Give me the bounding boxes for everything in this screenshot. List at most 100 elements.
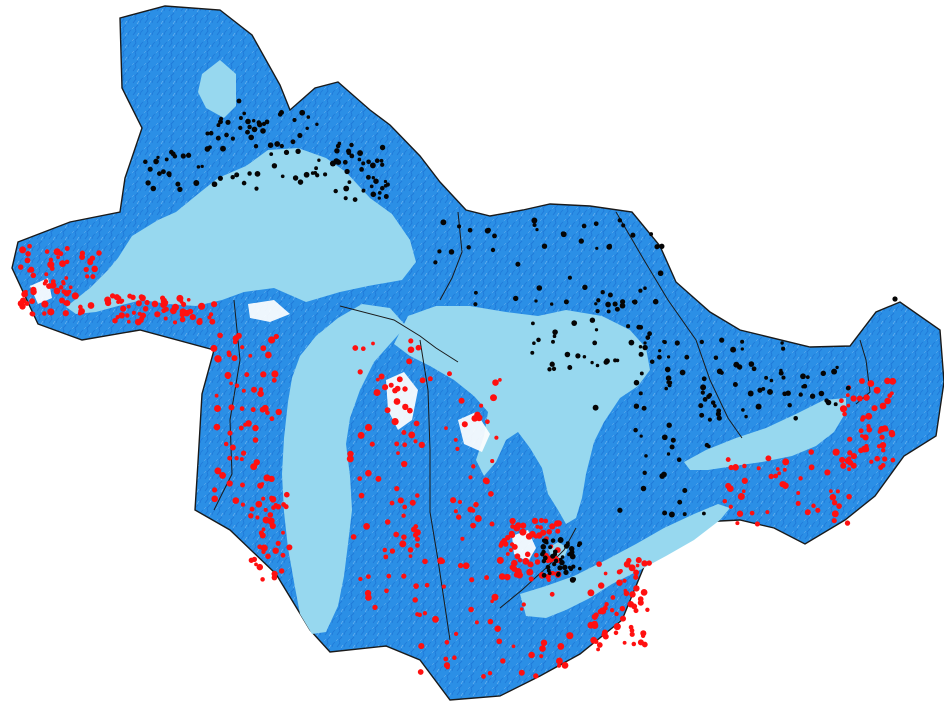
us-site-dot [749,510,755,516]
us-site-dot [415,536,420,542]
us-site-dot [555,657,563,665]
us-site-dot [112,317,118,324]
us-site-dot [383,554,389,560]
canada-site-dot [639,434,643,438]
us-site-dot [522,557,530,565]
us-site-dot [401,429,407,436]
canada-site-dot [798,392,803,397]
us-site-dot [481,673,486,679]
us-site-dot [113,294,120,301]
us-site-dot [211,495,218,503]
us-site-dot [271,505,276,510]
canada-site-dot [333,188,338,194]
us-site-dot [458,397,465,404]
canada-site-dot [638,351,644,357]
us-site-dot [453,437,458,442]
us-site-dot [500,658,506,664]
us-site-dot [862,434,869,441]
canada-site-dot [380,185,385,191]
us-site-dot [44,272,49,277]
canada-site-dot [805,375,810,380]
canada-site-dot [825,399,832,406]
canada-site-dot [550,538,556,543]
canada-site-dot [575,353,581,359]
canada-site-dot [234,172,240,178]
us-site-dot [846,456,852,461]
us-site-dot [396,376,403,383]
us-site-dot [286,544,293,551]
canada-site-dot [145,180,151,186]
canada-site-dot [809,393,816,399]
canada-site-dot [343,185,350,192]
canada-site-dot [628,339,635,346]
canada-site-dot [274,141,281,147]
canada-site-dot [177,186,183,193]
canada-site-dot [643,341,647,345]
us-site-dot [115,315,120,320]
us-site-dot [382,547,388,553]
us-site-dot [722,498,728,504]
boundary-line [855,339,871,405]
canada-site-dot [267,142,274,148]
us-site-dot [414,529,421,536]
us-site-dot [120,305,127,312]
us-site-dot [556,663,562,668]
canada-site-dot [366,159,371,165]
canada-site-dot [380,162,385,167]
canada-site-dot [536,337,541,343]
canada-site-dot [553,558,559,563]
us-site-dot [208,312,214,317]
canada-site-dot [620,299,626,305]
canada-site-dot [800,373,806,380]
us-site-dot [187,308,194,315]
us-site-dot [275,540,281,546]
us-site-dot [847,436,853,442]
us-site-dot [597,582,605,589]
us-site-dot [460,536,465,541]
us-site-dot [248,513,254,519]
canada-site-dot [556,571,561,576]
canada-site-dot [342,159,348,165]
us-site-dot [360,346,366,352]
us-site-dot [251,386,257,393]
us-site-dot [19,246,27,254]
us-site-dot [540,639,548,646]
canada-site-dot [638,324,644,330]
us-site-dot [364,423,373,432]
canada-site-dot [701,376,707,382]
white-gap [386,372,418,430]
canada-site-dot [682,512,687,517]
us-site-dot [626,557,632,564]
us-site-dot [399,540,407,548]
us-site-dot [504,573,511,581]
us-site-dot [557,642,565,650]
us-site-dot [511,543,518,550]
canada-site-dot [606,244,613,250]
us-site-dot [590,636,598,644]
canada-site-dot [632,299,638,305]
us-site-dot [67,289,72,294]
canada-site-dot [437,249,442,254]
us-site-dot [596,642,603,648]
us-site-dot [181,301,187,307]
us-site-dot [371,341,375,346]
us-site-dot [546,559,550,564]
us-site-dot [863,394,870,401]
canada-site-dot [594,328,599,332]
canada-site-dot [698,403,704,409]
us-site-dot [736,510,744,517]
canada-site-dot [548,545,553,550]
us-site-dot [811,503,816,509]
us-site-dot [378,373,385,380]
canada-site-dot [379,158,384,163]
us-site-dot [517,558,523,563]
us-site-dot [227,455,233,461]
canada-site-dot [666,355,671,359]
canada-site-dot [661,434,668,441]
canada-site-dot [593,221,599,227]
us-site-dot [815,507,821,513]
us-site-dot [402,442,408,448]
us-site-dot [249,506,255,512]
canada-site-dot [820,370,826,376]
